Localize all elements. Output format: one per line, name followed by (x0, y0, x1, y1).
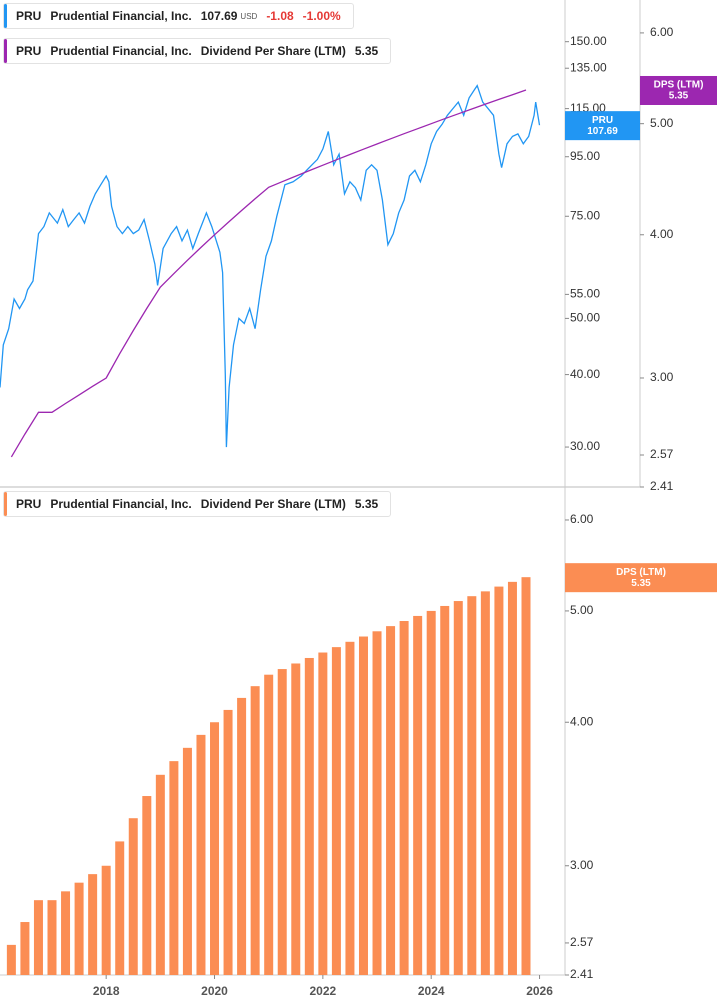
last-price: 107.69 (200, 9, 238, 23)
x-tick-label: 2024 (418, 984, 445, 998)
bar (331, 647, 341, 975)
bar (521, 577, 531, 975)
legend-swatch (4, 492, 7, 516)
y-tick-label: 4.00 (650, 227, 674, 241)
bar (47, 900, 57, 975)
ticker: PRU (16, 9, 42, 23)
bar (507, 581, 517, 975)
y-tick-label: 6.00 (570, 512, 594, 526)
y-tick-label: 4.00 (570, 714, 594, 728)
bar (480, 591, 490, 975)
value-tag (565, 111, 640, 141)
legend-series: Dividend Per Share (LTM) (200, 44, 346, 58)
last-value: 5.35 (354, 44, 379, 58)
bar (426, 610, 436, 975)
currency: USD (240, 11, 258, 21)
legend: PRU Prudential Financial, Inc. 107.69 US… (3, 3, 354, 29)
y-tick-label: 2.41 (570, 967, 594, 981)
y-tick-label: 3.00 (650, 370, 674, 384)
bar (277, 669, 287, 975)
x-tick-label: 2022 (310, 984, 337, 998)
y-tick-label: 5.00 (570, 603, 594, 617)
y-tick-label: 5.00 (650, 116, 674, 130)
bar (372, 631, 382, 975)
bar (453, 601, 463, 975)
value-tag-value: 5.35 (631, 578, 651, 589)
bar (33, 900, 43, 975)
bar (61, 891, 71, 975)
bar (264, 674, 274, 975)
y-tick-label: 30.00 (570, 439, 600, 453)
change: -1.08 (266, 9, 294, 23)
bar (115, 841, 125, 975)
bar (20, 922, 30, 975)
y-tick-label: 2.41 (650, 479, 674, 493)
line-series (10, 89, 527, 458)
value-tag (640, 75, 717, 105)
line-series (0, 84, 541, 448)
bar (250, 686, 260, 975)
y-tick-label: 2.57 (650, 447, 674, 461)
legend: PRU Prudential Financial, Inc. Dividend … (3, 491, 392, 517)
legend-series: Dividend Per Share (LTM) (200, 497, 346, 511)
bar (413, 615, 423, 975)
bar (128, 818, 138, 975)
value-tag-label: PRU (592, 115, 613, 126)
ticker: PRU (16, 44, 42, 58)
bar (291, 663, 301, 975)
value-tag-label: DPS (LTM) (654, 80, 704, 91)
y-tick-label: 6.00 (650, 25, 674, 39)
bar (74, 882, 84, 975)
y-tick-label: 150.00 (570, 34, 607, 48)
bar (169, 761, 179, 975)
value-tag-value: 5.35 (669, 91, 689, 102)
bar (440, 605, 450, 975)
value-tag (565, 563, 717, 593)
bar (6, 944, 16, 975)
company: Prudential Financial, Inc. (50, 44, 192, 58)
bar (386, 626, 396, 975)
x-tick-label: 2020 (201, 984, 228, 998)
legend: PRU Prudential Financial, Inc. Dividend … (3, 38, 392, 64)
bar (345, 641, 355, 975)
bar (182, 747, 192, 975)
bar (196, 734, 206, 975)
y-tick-label: 135.00 (570, 60, 607, 74)
y-tick-label: 75.00 (570, 208, 600, 222)
bar (155, 774, 165, 975)
y-tick-label: 40.00 (570, 367, 600, 381)
change-percent: -1.00% (302, 9, 341, 23)
bar (318, 652, 328, 975)
x-tick-label: 2018 (93, 984, 120, 998)
y-tick-label: 3.00 (570, 858, 594, 872)
y-tick-label: 95.00 (570, 149, 600, 163)
y-tick-label: 50.00 (570, 311, 600, 325)
value-tag-label: DPS (LTM) (616, 567, 666, 578)
company: Prudential Financial, Inc. (50, 9, 192, 23)
bar (88, 874, 98, 975)
bar (304, 657, 314, 975)
legend-swatch (4, 39, 7, 63)
bar (358, 636, 368, 975)
value-tag-value: 107.69 (587, 126, 618, 137)
x-tick-label: 2026 (526, 984, 553, 998)
company: Prudential Financial, Inc. (50, 497, 192, 511)
bar (223, 709, 233, 975)
bar (237, 697, 247, 975)
legend-swatch (4, 4, 7, 28)
bar (101, 865, 111, 975)
y-tick-label: 55.00 (570, 287, 600, 301)
y-tick-label: 2.57 (570, 935, 594, 949)
bar (494, 586, 504, 975)
bar (210, 722, 220, 975)
bar (467, 596, 477, 975)
bar (399, 621, 409, 975)
last-value: 5.35 (354, 497, 379, 511)
bar (142, 796, 152, 975)
ticker: PRU (16, 497, 42, 511)
